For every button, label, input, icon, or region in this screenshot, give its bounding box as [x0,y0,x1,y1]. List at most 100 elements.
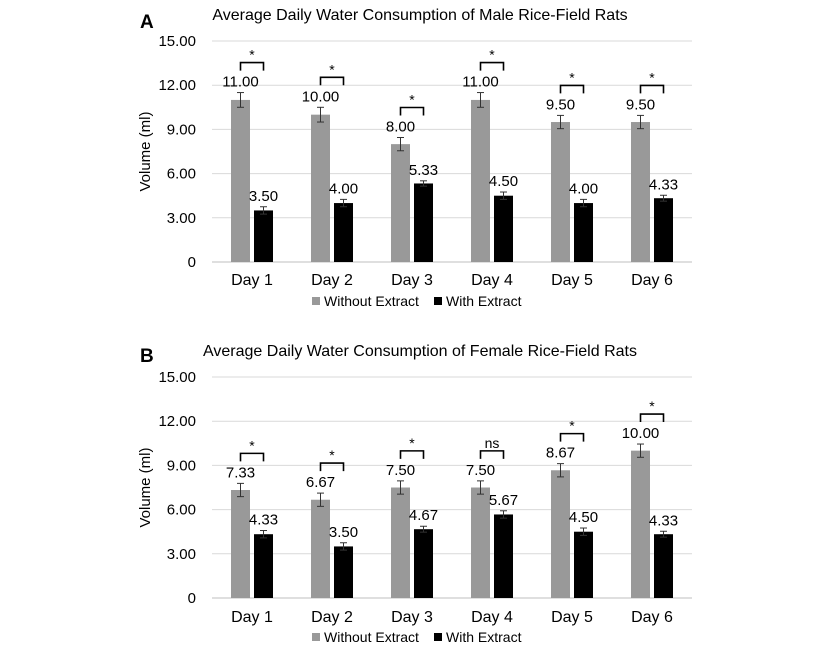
bar-with-extract [334,546,353,598]
bar-with-extract [414,183,433,262]
significance-bracket [319,76,345,86]
data-label: 9.50 [546,96,575,113]
bar-without-extract [471,99,490,262]
bar-without-extract [231,99,250,262]
significance-label: * [409,435,415,451]
y-tick-label: 12.00 [158,77,196,94]
significance-label: * [569,69,575,85]
significance-label: * [329,447,335,463]
data-label: 5.33 [409,162,438,179]
data-label: 7.50 [386,462,415,479]
bar-with-extract [654,534,673,598]
legend-label: With Extract [446,629,522,645]
significance-bracket [639,413,665,423]
bar-with-extract [494,514,513,598]
significance-bracket [399,106,425,116]
bar-with-extract [574,203,593,262]
y-axis-title: Volume (ml) [137,447,154,527]
significance-bracket [639,84,665,94]
data-label: 8.67 [546,445,575,462]
y-tick-label: 15.00 [158,33,196,50]
x-tick-label: Day 1 [231,272,273,289]
significance-bracket [239,452,265,462]
bar-without-extract [551,122,570,263]
data-label: 11.00 [462,74,498,91]
legend-swatch-without-extract [312,633,320,641]
bar-with-extract [494,195,513,262]
bar-with-extract [414,529,433,598]
y-tick-label: 0 [188,590,196,607]
x-tick-label: Day 1 [231,609,273,626]
legend-label: With Extract [446,293,522,309]
bar-without-extract [631,450,650,598]
x-tick-label: Day 2 [311,272,353,289]
x-tick-label: Day 3 [391,609,433,626]
significance-label: * [489,47,495,63]
legend-swatch-with-extract [434,633,442,641]
bar-without-extract [311,499,330,598]
legend-label: Without Extract [324,293,419,309]
y-tick-label: 9.00 [167,121,196,138]
significance-bracket [239,61,265,71]
legend-label: Without Extract [324,629,419,645]
y-tick-label: 6.00 [167,166,196,183]
data-label: 6.67 [306,474,335,491]
significance-label: * [649,398,655,414]
bar-without-extract [551,470,570,598]
significance-label: ns [485,435,500,451]
bar-without-extract [631,122,650,263]
x-tick-label: Day 3 [391,272,433,289]
x-tick-label: Day 5 [551,272,593,289]
data-label: 4.00 [569,180,598,197]
panel-letter: A [140,12,154,33]
bar-with-extract [334,203,353,262]
data-label: 4.67 [409,507,438,524]
y-tick-label: 12.00 [158,413,196,430]
legend-swatch-without-extract [312,297,320,305]
data-label: 4.33 [249,512,278,529]
data-label: 10.00 [302,88,340,105]
significance-bracket [399,450,425,459]
bar-with-extract [254,534,273,598]
data-label: 4.50 [489,173,518,190]
legend-swatch-with-extract [434,297,442,305]
y-tick-label: 9.00 [167,457,196,474]
bar-without-extract [391,144,410,262]
significance-label: * [569,418,575,434]
bar-without-extract [311,114,330,263]
bar-without-extract [391,487,410,598]
data-label: 7.33 [226,464,255,481]
significance-bracket [479,61,505,71]
x-tick-label: Day 5 [551,609,593,626]
significance-label: * [409,92,415,108]
significance-label: * [649,69,655,85]
x-tick-label: Day 6 [631,272,673,289]
significance-bracket [319,462,345,472]
panel-letter: B [140,346,154,367]
data-label: 8.00 [386,119,415,136]
data-label: 4.00 [329,180,358,197]
significance-label: * [249,47,255,63]
chart-title: Average Daily Water Consumption of Femal… [203,343,637,360]
x-tick-label: Day 6 [631,609,673,626]
bar-with-extract [574,531,593,598]
data-label: 10.00 [622,425,660,442]
data-label: 4.33 [649,176,678,193]
data-label: 9.50 [626,96,655,113]
significance-bracket [559,84,585,94]
x-tick-label: Day 2 [311,609,353,626]
x-tick-label: Day 4 [471,609,513,626]
bar-with-extract [654,198,673,262]
y-tick-label: 6.00 [167,502,196,519]
y-axis-title: Volume (ml) [137,111,154,191]
data-label: 3.50 [249,188,278,205]
y-tick-label: 15.00 [158,369,196,386]
significance-label: * [249,437,255,453]
y-tick-label: 3.00 [167,546,196,563]
significance-bracket [479,450,505,459]
y-tick-label: 3.00 [167,210,196,227]
chart-title: Average Daily Water Consumption of Male … [212,7,627,24]
bar-without-extract [231,490,250,598]
